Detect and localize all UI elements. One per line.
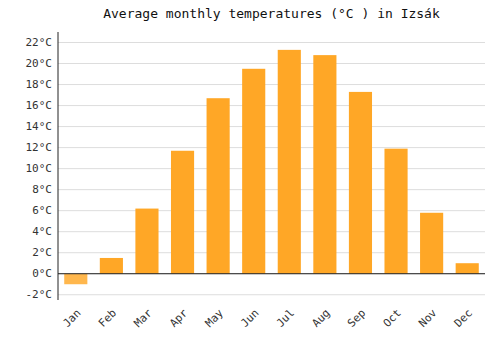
grid-line [58, 126, 485, 127]
grid-line [58, 168, 485, 169]
chart: -2°C 0°C 2°C 4°C 6°C 8°C 10°C 12°C 14°C 16°C 18°C 2… [0, 0, 500, 350]
grid-line [58, 42, 485, 43]
x-tick-label: Feb [96, 307, 119, 330]
x-axis-ticks: Jan Feb Mar Apr May Jun Jul Aug Sep Oct Nov Dec [60, 306, 475, 330]
y-tick-label: 16°C [26, 99, 53, 112]
bar [349, 92, 372, 274]
bars [64, 50, 479, 284]
grid-line [58, 294, 485, 295]
y-axis-ticks: -2°C 0°C 2°C 4°C 6°C 8°C 10°C 12°C 14°C 16°C 18°C 2… [26, 36, 53, 301]
grid-line [58, 105, 485, 106]
y-tick-label: 2°C [32, 246, 52, 259]
page: {"chart_data": {"type": "bar", "title": … [0, 0, 500, 350]
grid-line [58, 84, 485, 85]
y-tick-label: 0°C [32, 267, 52, 280]
grid [58, 43, 485, 295]
grid-line [58, 63, 485, 64]
x-tick-label: Jan [60, 307, 83, 330]
y-axis-line [58, 32, 59, 300]
y-tick-label: 6°C [32, 204, 52, 217]
x-tick-label: Nov [416, 306, 440, 330]
bar [313, 55, 336, 274]
y-tick-label: 8°C [32, 183, 52, 196]
x-tick-label: Jul [274, 307, 297, 330]
x-tick-label: Oct [381, 307, 404, 330]
title: Average monthly temperatures (°C ) in Iz… [103, 6, 440, 21]
bar [135, 209, 158, 274]
bar [420, 213, 443, 274]
grid-line [58, 210, 485, 211]
x-tick-label: May [203, 306, 227, 330]
grid-line [58, 189, 485, 190]
baseline [58, 273, 485, 274]
bar [171, 151, 194, 274]
x-tick-label: Aug [309, 307, 332, 330]
y-tick-label: 12°C [26, 141, 53, 154]
bar [100, 258, 123, 274]
bar [384, 149, 407, 274]
y-tick-label: 22°C [26, 36, 53, 49]
y-tick-label: 10°C [26, 162, 53, 175]
bar [207, 98, 230, 274]
x-tick-label: Mar [131, 306, 155, 330]
y-tick-label: 14°C [26, 120, 53, 133]
y-tick-label: 20°C [26, 57, 53, 70]
x-tick-label: Sep [345, 307, 368, 330]
y-tick-label: -2°C [26, 288, 53, 301]
bar [242, 69, 265, 274]
y-tick-label: 18°C [26, 78, 53, 91]
x-tick-label: Apr [167, 306, 191, 330]
x-tick-label: Dec [452, 307, 475, 330]
bar [278, 50, 301, 274]
y-tick-label: 4°C [32, 225, 52, 238]
grid-line [58, 273, 485, 274]
bar [456, 263, 479, 274]
x-tick-label: Jun [238, 307, 261, 330]
bar [64, 274, 87, 285]
grid-line [58, 147, 485, 148]
